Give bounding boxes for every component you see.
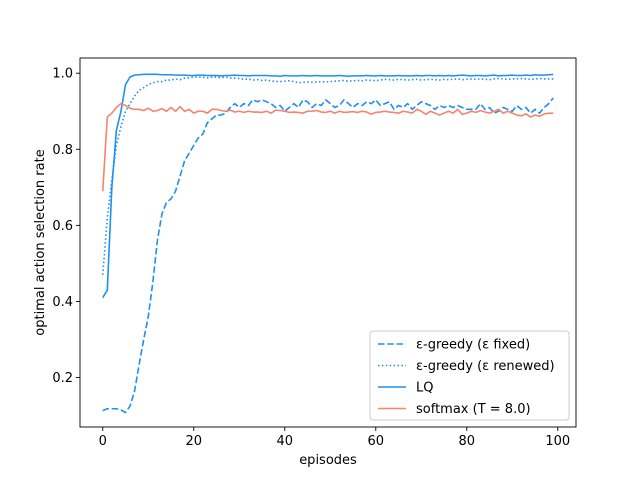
legend-label-3: LQ <box>416 381 433 396</box>
x-tick-label: 60 <box>368 434 385 449</box>
x-tick-label: 80 <box>459 434 476 449</box>
y-tick-label: 1.0 <box>52 67 73 82</box>
y-axis-label: optimal action selection rate <box>33 149 48 335</box>
legend-label-4: softmax (T = 8.0) <box>416 402 531 417</box>
y-axis: 0.2 0.4 0.6 0.8 1.0 <box>52 67 80 386</box>
legend-label-1: ε-greedy (ε fixed) <box>416 338 530 353</box>
y-tick-label: 0.2 <box>52 371 73 386</box>
y-tick-label: 0.8 <box>52 143 73 158</box>
plot-frame <box>79 57 577 428</box>
x-axis-label: episodes <box>299 453 357 468</box>
legend: ε-greedy (ε fixed) ε-greedy (ε renewed) LQ… <box>369 330 570 421</box>
y-tick-label: 0.6 <box>52 219 73 234</box>
x-tick-label: 0 <box>99 434 107 449</box>
series-line-3 <box>102 73 554 299</box>
series-line-2 <box>101 76 554 275</box>
legend-label-2: ε-greedy (ε renewed) <box>416 359 555 374</box>
series-line-4 <box>101 102 554 192</box>
series-layer <box>101 73 554 414</box>
x-tick-label: 40 <box>276 434 293 449</box>
y-tick-label: 0.4 <box>52 295 73 310</box>
x-tick-label: 20 <box>185 434 202 449</box>
x-axis: 0 20 40 60 80 100 <box>99 427 570 449</box>
x-tick-label: 100 <box>545 434 570 449</box>
legend-box <box>369 330 570 421</box>
series-line-1 <box>102 97 554 414</box>
